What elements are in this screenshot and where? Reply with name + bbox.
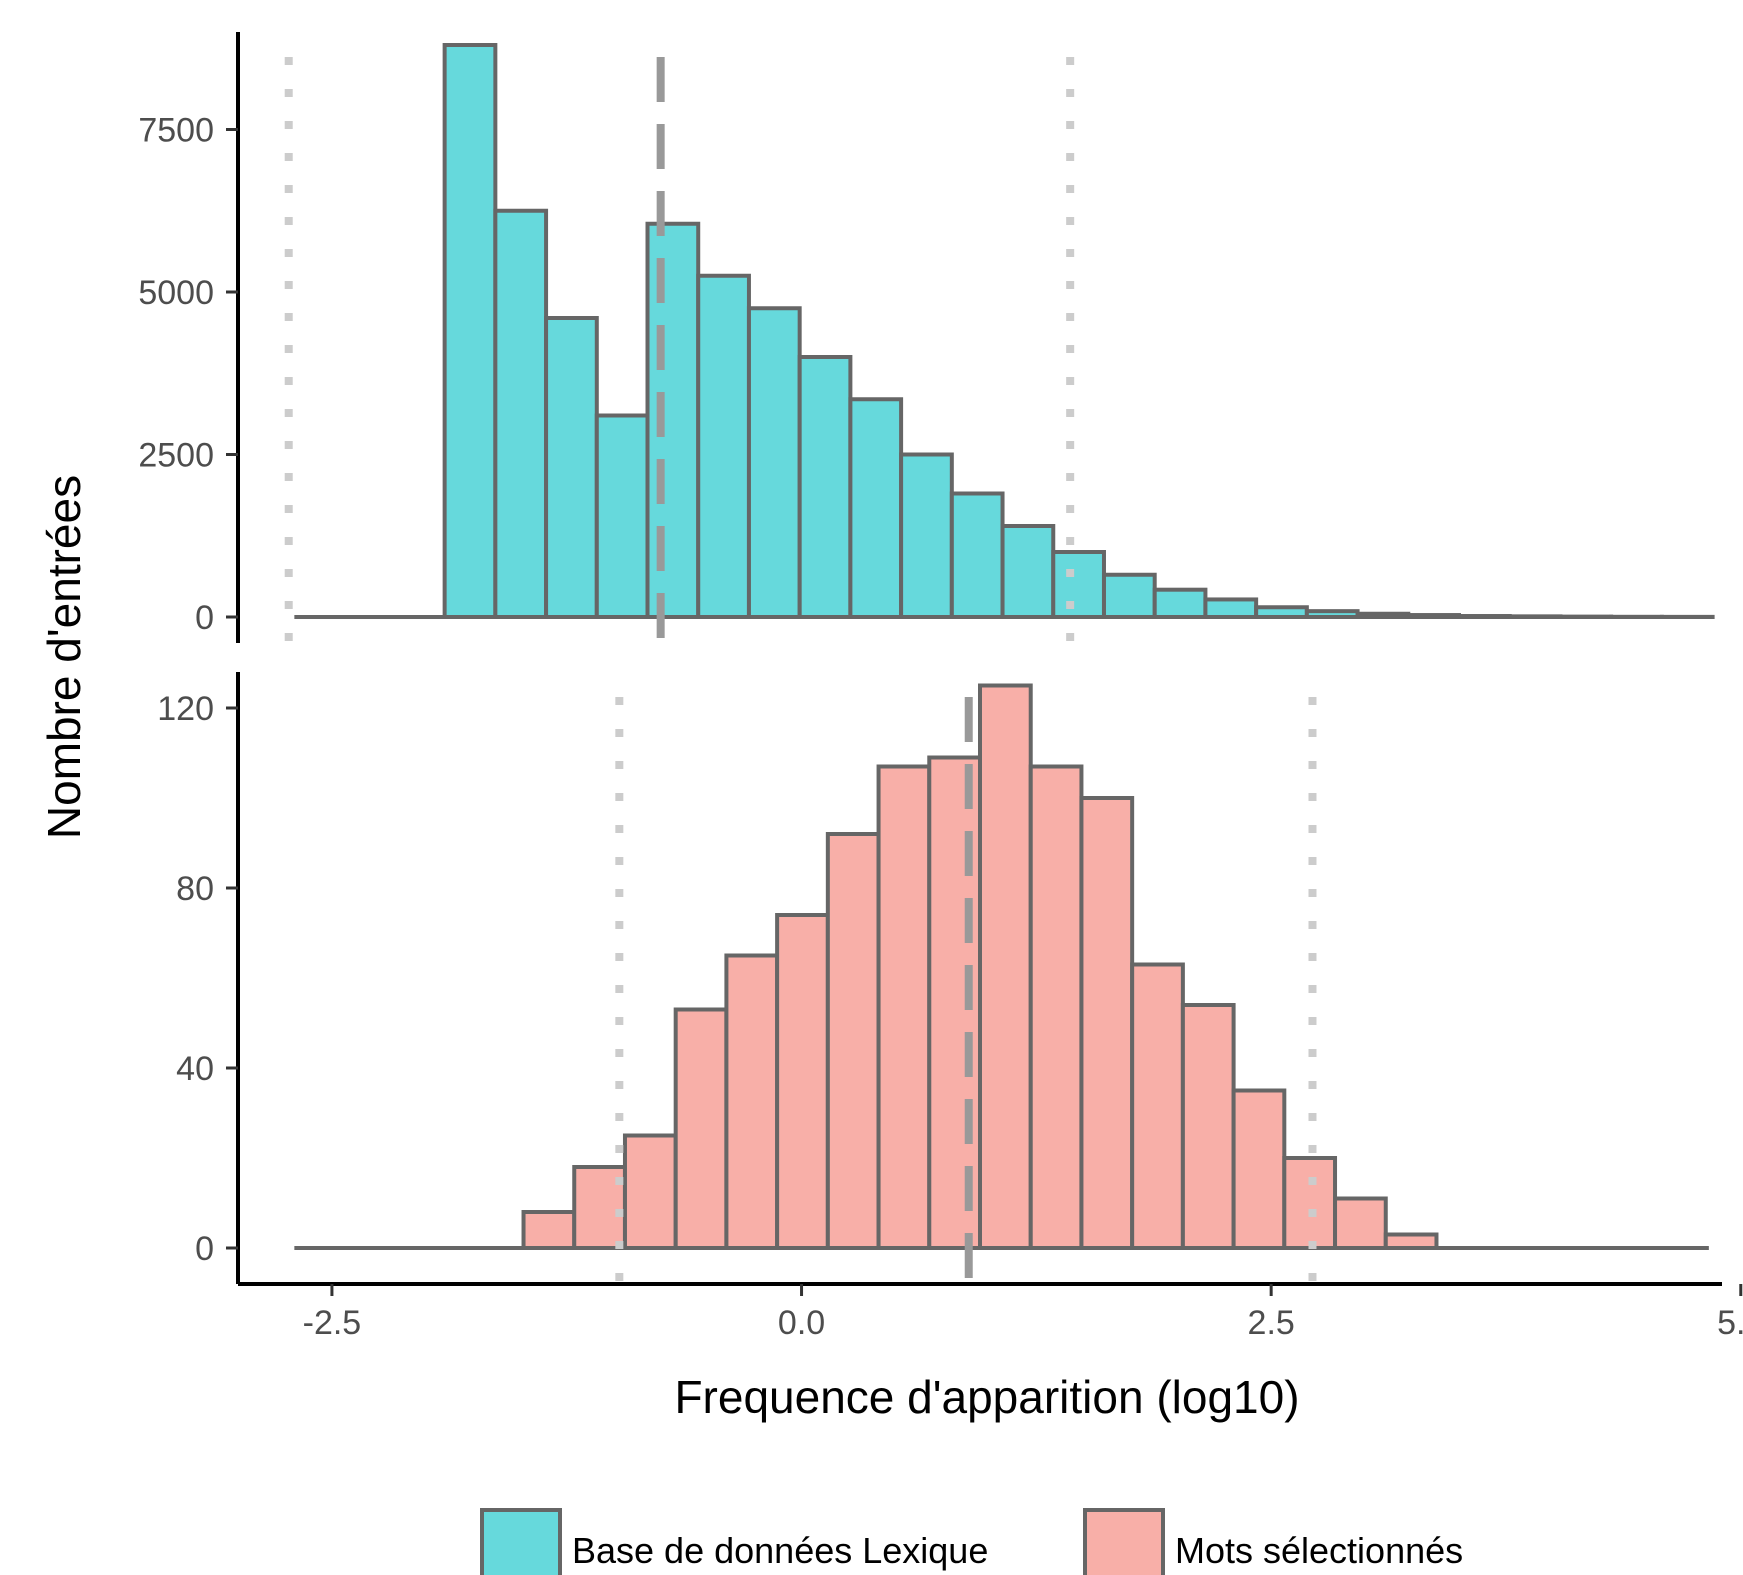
bar-selected-7 (876, 764, 932, 1250)
bar-lexique-2 (544, 316, 599, 619)
x-axis-title: Frequence d'apparition (log10) (674, 1371, 1299, 1423)
bar-lexique-1 (493, 208, 549, 619)
bar-selected-4 (724, 953, 780, 1250)
bar-lexique-13 (1101, 572, 1157, 619)
bar-lexique-19 (1406, 613, 1462, 619)
legend-swatch-lexique (480, 1508, 562, 1575)
x-tick-label-1: 0.0 (778, 1304, 825, 1342)
bar-selected-0 (521, 1210, 577, 1250)
bar-selected-2 (622, 1133, 678, 1250)
bar-selected-16 (1333, 1196, 1388, 1250)
bar-selected-15 (1282, 1156, 1338, 1250)
panel-lexique: 0 2500 5000 7500 (138, 32, 1715, 643)
x-tick-label-0: -2.5 (303, 1304, 362, 1342)
legend-swatch-selected (1083, 1508, 1165, 1575)
x-axis: -2.5 0.0 2.5 5.0 (238, 1282, 1743, 1342)
bar-selected-10 (1028, 764, 1084, 1250)
bar-selected-17 (1383, 1232, 1439, 1250)
bar-selected-12 (1130, 962, 1185, 1250)
x-tick-label-2: 2.5 (1248, 1304, 1295, 1342)
bar-lexique-18 (1355, 611, 1411, 619)
bar-lexique-16 (1254, 605, 1309, 619)
bar-selected-13 (1180, 1003, 1236, 1250)
bar-lexique-20 (1457, 614, 1512, 620)
y-axis-title: Nombre d'entrées (38, 475, 90, 839)
bar-lexique-21 (1507, 614, 1563, 619)
bar-lexique-14 (1152, 587, 1208, 620)
bar-lexique-10 (949, 491, 1005, 619)
bar-lexique-17 (1304, 609, 1360, 620)
bar-lexique-8 (848, 397, 904, 619)
bar-selected-3 (673, 1007, 729, 1250)
bar-lexique-4 (645, 221, 701, 619)
legend-label-lexique: Base de données Lexique (572, 1530, 988, 1571)
bar-selected-11 (1079, 796, 1135, 1250)
y-tick-label-selected-3: 120 (157, 690, 214, 728)
bar-selected-9 (978, 683, 1033, 1250)
y-tick-label-selected-2: 80 (176, 870, 214, 908)
legend-label-selected: Mots sélectionnés (1175, 1530, 1463, 1571)
bar-lexique-7 (797, 355, 853, 619)
y-tick-label-lexique-0: 0 (195, 599, 214, 637)
y-tick-label-lexique-2: 5000 (138, 274, 214, 312)
y-tick-label-lexique-1: 2500 (138, 437, 214, 475)
bar-lexique-12 (1051, 550, 1106, 619)
legend: Base de données Lexique Mots sélectionné… (480, 1508, 1463, 1575)
bar-lexique-11 (1000, 524, 1056, 619)
panel-selected-words: 0 40 80 120 (157, 672, 1709, 1284)
bar-selected-14 (1231, 1088, 1287, 1250)
bar-lexique-5 (696, 273, 751, 619)
y-tick-label-selected-0: 0 (195, 1230, 214, 1268)
bar-selected-6 (825, 832, 881, 1250)
x-tick-label-3: 5.0 (1717, 1304, 1743, 1342)
y-tick-label-selected-1: 40 (176, 1050, 214, 1088)
bar-lexique-6 (746, 306, 802, 619)
bar-lexique-3 (594, 413, 650, 619)
y-tick-label-lexique-3: 7500 (138, 112, 214, 150)
bar-lexique-15 (1203, 597, 1259, 620)
bar-lexique-9 (899, 452, 954, 619)
bar-selected-5 (775, 913, 830, 1250)
bar-lexique-0 (442, 43, 498, 619)
